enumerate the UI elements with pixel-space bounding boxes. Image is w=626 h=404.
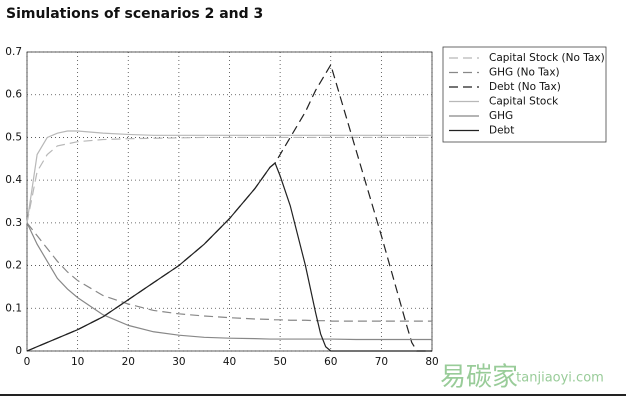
legend-label: GHG [489, 110, 513, 122]
x-tick-label: 10 [71, 356, 84, 368]
y-tick-label: 0.1 [5, 302, 22, 314]
x-tick-label: 0 [24, 356, 31, 368]
y-tick-label: 0.2 [5, 260, 22, 272]
y-tick-label: 0.5 [5, 131, 22, 143]
legend-label: Capital Stock [489, 96, 559, 108]
series-line [26, 136, 432, 223]
x-tick-label: 20 [122, 356, 135, 368]
x-tick-label: 80 [425, 356, 438, 368]
x-tick-label: 50 [273, 356, 286, 368]
series-line [26, 222, 432, 341]
series-line [26, 130, 432, 223]
legend-label: Capital Stock (No Tax) [489, 52, 605, 64]
x-tick-label: 30 [172, 356, 185, 368]
plot-frame [26, 51, 433, 352]
watermark: tanjiaoyi.com [516, 371, 604, 386]
y-tick-label: 0.7 [5, 46, 22, 58]
watermark: 易碳家 [440, 363, 518, 393]
y-tick-label: 0 [15, 345, 22, 357]
legend-box [442, 46, 607, 143]
legend-label: Debt (No Tax) [489, 81, 561, 93]
x-tick-label: 40 [223, 356, 236, 368]
legend-label: GHG (No Tax) [489, 67, 560, 79]
y-tick-label: 0.3 [5, 217, 22, 229]
series-line [26, 222, 432, 322]
y-tick-label: 0.4 [5, 174, 22, 186]
series-line [26, 162, 432, 352]
legend-label: Debt [489, 125, 514, 137]
chart-title: Simulations of scenarios 2 and 3 [6, 6, 263, 22]
x-tick-label: 60 [324, 356, 337, 368]
y-tick-label: 0.6 [5, 89, 22, 101]
x-tick-label: 70 [375, 356, 388, 368]
